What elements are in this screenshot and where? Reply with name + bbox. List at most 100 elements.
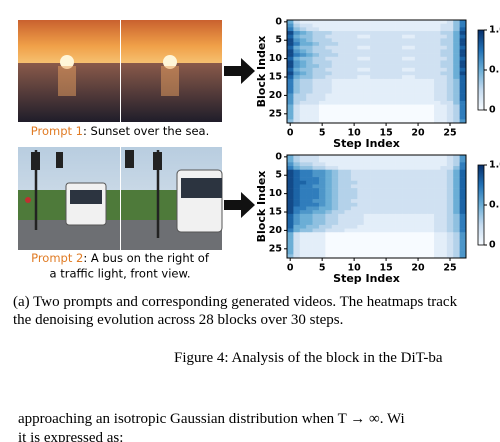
heatmap-cell <box>389 86 396 91</box>
heatmap-cell <box>459 71 467 76</box>
heatmap-cell <box>338 82 345 87</box>
heatmap-cell <box>293 111 301 116</box>
heatmap-cell <box>325 71 333 76</box>
heatmap-cell <box>389 243 396 248</box>
heatmap-cell <box>363 38 371 43</box>
heatmap-cell <box>370 177 377 182</box>
heatmap-cell <box>389 119 396 124</box>
heatmap-cell <box>382 67 390 72</box>
heatmap-cell <box>389 38 396 43</box>
heatmap-cell <box>427 250 435 255</box>
heatmap-cell <box>453 115 460 120</box>
heatmap-cell <box>363 246 371 251</box>
heatmap-cell <box>414 228 422 233</box>
heatmap-cell <box>287 254 294 259</box>
heatmap-cell <box>331 108 339 113</box>
heatmap-cell <box>402 155 409 159</box>
heatmap-cell <box>357 213 365 218</box>
heatmap-cell <box>395 254 403 259</box>
heatmap-cell <box>370 38 377 43</box>
heatmap-cell <box>350 184 358 189</box>
heatmap-cell <box>459 202 467 207</box>
heatmap-cell <box>306 111 313 116</box>
heatmap-cell <box>318 158 326 163</box>
heatmap-cell <box>427 23 435 28</box>
heatmap-cell <box>344 155 352 159</box>
heatmap-cell <box>318 243 326 248</box>
heatmap-cell <box>421 235 428 240</box>
heatmap-cell <box>287 169 294 174</box>
heatmap-cell <box>395 60 403 65</box>
heatmap-cell <box>363 235 371 240</box>
heatmap-cell <box>331 221 339 226</box>
heatmap-cell <box>293 56 301 61</box>
heatmap-cell <box>312 119 320 124</box>
heatmap-cell <box>427 188 435 193</box>
heatmap-cell <box>363 217 371 222</box>
heatmap-cell <box>408 228 416 233</box>
heatmap-cell <box>402 213 409 218</box>
heatmap-cell <box>446 27 454 32</box>
heatmap-cell <box>325 250 333 255</box>
heatmap-cell <box>350 53 358 58</box>
heatmap-cell <box>370 188 377 193</box>
heatmap-cell <box>370 67 377 72</box>
heatmap-cell <box>376 45 384 50</box>
heatmap-cell <box>389 213 396 218</box>
heatmap-cell <box>427 45 435 50</box>
heatmap-cell <box>421 111 428 116</box>
heatmap-cell <box>331 217 339 222</box>
heatmap-cell <box>293 67 301 72</box>
heatmap-cell <box>306 173 313 178</box>
heatmap-cell <box>453 155 460 159</box>
heatmap-cell <box>395 64 403 69</box>
heatmap-cell <box>408 97 416 102</box>
heatmap-cell <box>376 232 384 237</box>
heatmap-cell <box>363 67 371 72</box>
heatmap-cell <box>427 213 435 218</box>
heatmap-cell <box>293 53 301 58</box>
heatmap-cell <box>338 60 345 65</box>
heatmap-cell <box>389 49 396 54</box>
heatmap-cell <box>421 228 428 233</box>
heatmap-cell <box>446 180 454 185</box>
heatmap-cell <box>440 27 448 32</box>
heatmap-cell <box>376 23 384 28</box>
heatmap-cell <box>395 42 403 47</box>
heatmap-cell <box>363 42 371 47</box>
heatmap-cell <box>318 56 326 61</box>
heatmap-cell <box>421 20 428 24</box>
heatmap-cell <box>446 71 454 76</box>
heatmap-cell <box>389 173 396 178</box>
heatmap-cell <box>427 173 435 178</box>
heatmap-cell <box>293 232 301 237</box>
heatmap-cell <box>370 199 377 204</box>
heatmap-cell <box>446 45 454 50</box>
heatmap-cell <box>357 49 365 54</box>
heatmap-cell <box>331 169 339 174</box>
heatmap-cell <box>440 206 448 211</box>
heatmap-cell <box>434 250 441 255</box>
heatmap-cell <box>408 31 416 36</box>
heatmap-cell <box>312 97 320 102</box>
heatmap-cell <box>299 60 307 65</box>
heatmap-cell <box>325 42 333 47</box>
heatmap-cell <box>357 235 365 240</box>
heatmap-cell <box>318 53 326 58</box>
heatmap-cell <box>459 173 467 178</box>
heatmap-cell <box>350 119 358 124</box>
heatmap-cell <box>299 20 307 24</box>
heatmap-cell <box>414 20 422 24</box>
heatmap-cell <box>325 166 333 171</box>
heatmap-cell <box>287 100 294 105</box>
heatmap-cell <box>287 228 294 233</box>
heatmap-cell <box>453 191 460 196</box>
heatmap-cell <box>459 115 467 120</box>
heatmap-cell <box>306 45 313 50</box>
heatmap-cell <box>350 191 358 196</box>
heatmap-cell <box>434 89 441 94</box>
heatmap-cell <box>350 254 358 259</box>
heatmap-cell <box>421 177 428 182</box>
heatmap-cell <box>395 49 403 54</box>
heatmap-cell <box>376 254 384 259</box>
